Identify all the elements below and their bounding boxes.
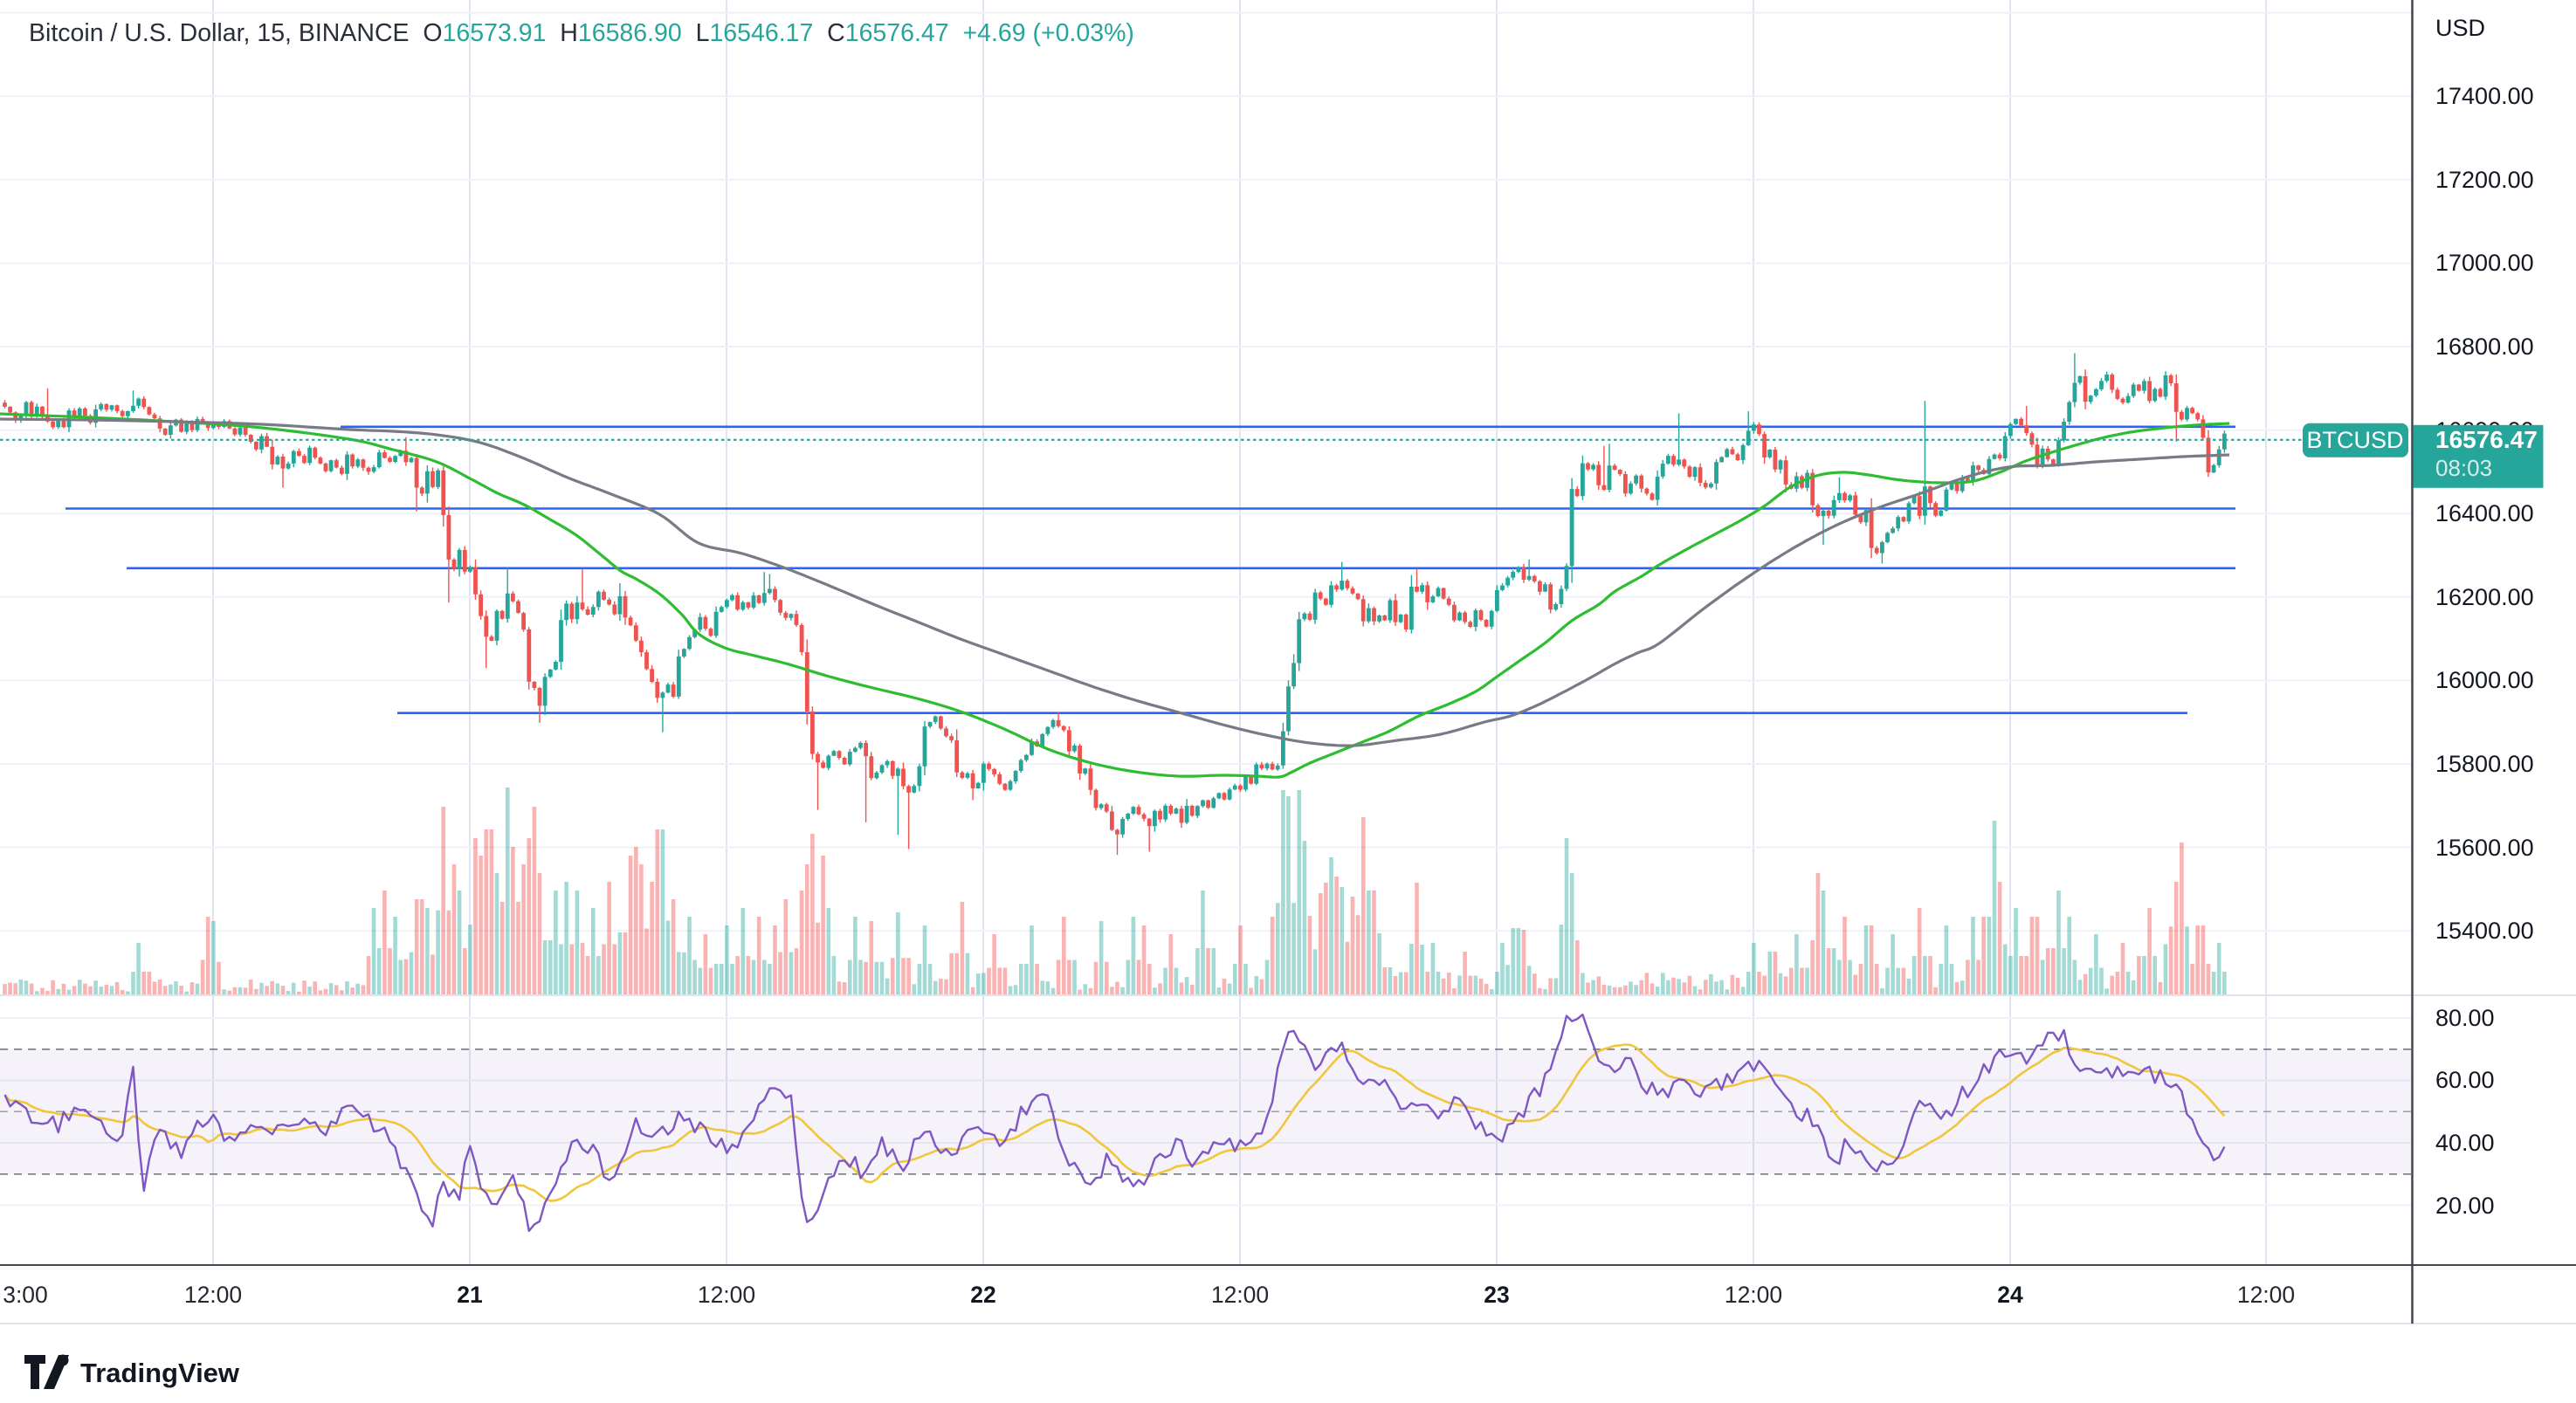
- svg-text:15400.00: 15400.00: [2435, 918, 2534, 944]
- svg-text:24: 24: [1997, 1282, 2023, 1308]
- svg-text:08:03: 08:03: [2435, 455, 2492, 481]
- svg-text:12:00: 12:00: [184, 1282, 242, 1308]
- svg-text:40.00: 40.00: [2435, 1130, 2495, 1156]
- svg-text:16576.47: 16576.47: [2435, 426, 2538, 453]
- svg-text:TradingView: TradingView: [80, 1358, 240, 1388]
- svg-text:17000.00: 17000.00: [2435, 250, 2534, 276]
- svg-text:17400.00: 17400.00: [2435, 83, 2534, 109]
- svg-text:12:00: 12:00: [1211, 1282, 1269, 1308]
- svg-text:17200.00: 17200.00: [2435, 167, 2534, 193]
- svg-text:16400.00: 16400.00: [2435, 500, 2534, 526]
- svg-text:80.00: 80.00: [2435, 1005, 2495, 1031]
- svg-text:20.00: 20.00: [2435, 1193, 2495, 1219]
- svg-text:22: 22: [970, 1282, 995, 1308]
- svg-text:Bitcoin / U.S. Dollar, 15, BIN: Bitcoin / U.S. Dollar, 15, BINANCE O1657…: [29, 19, 1134, 47]
- svg-text:16200.00: 16200.00: [2435, 584, 2534, 610]
- svg-text:16000.00: 16000.00: [2435, 667, 2534, 693]
- svg-text:12:00: 12:00: [698, 1282, 755, 1308]
- svg-text:16800.00: 16800.00: [2435, 334, 2534, 360]
- svg-text:USD: USD: [2435, 15, 2485, 41]
- svg-text:21: 21: [457, 1282, 482, 1308]
- svg-text:15600.00: 15600.00: [2435, 835, 2534, 861]
- svg-text:60.00: 60.00: [2435, 1067, 2495, 1093]
- svg-text:BTCUSD: BTCUSD: [2306, 427, 2403, 453]
- svg-text:23: 23: [1484, 1282, 1509, 1308]
- svg-text:15800.00: 15800.00: [2435, 751, 2534, 777]
- svg-text:3:00: 3:00: [3, 1282, 48, 1308]
- svg-text:12:00: 12:00: [2237, 1282, 2295, 1308]
- svg-text:12:00: 12:00: [1725, 1282, 1782, 1308]
